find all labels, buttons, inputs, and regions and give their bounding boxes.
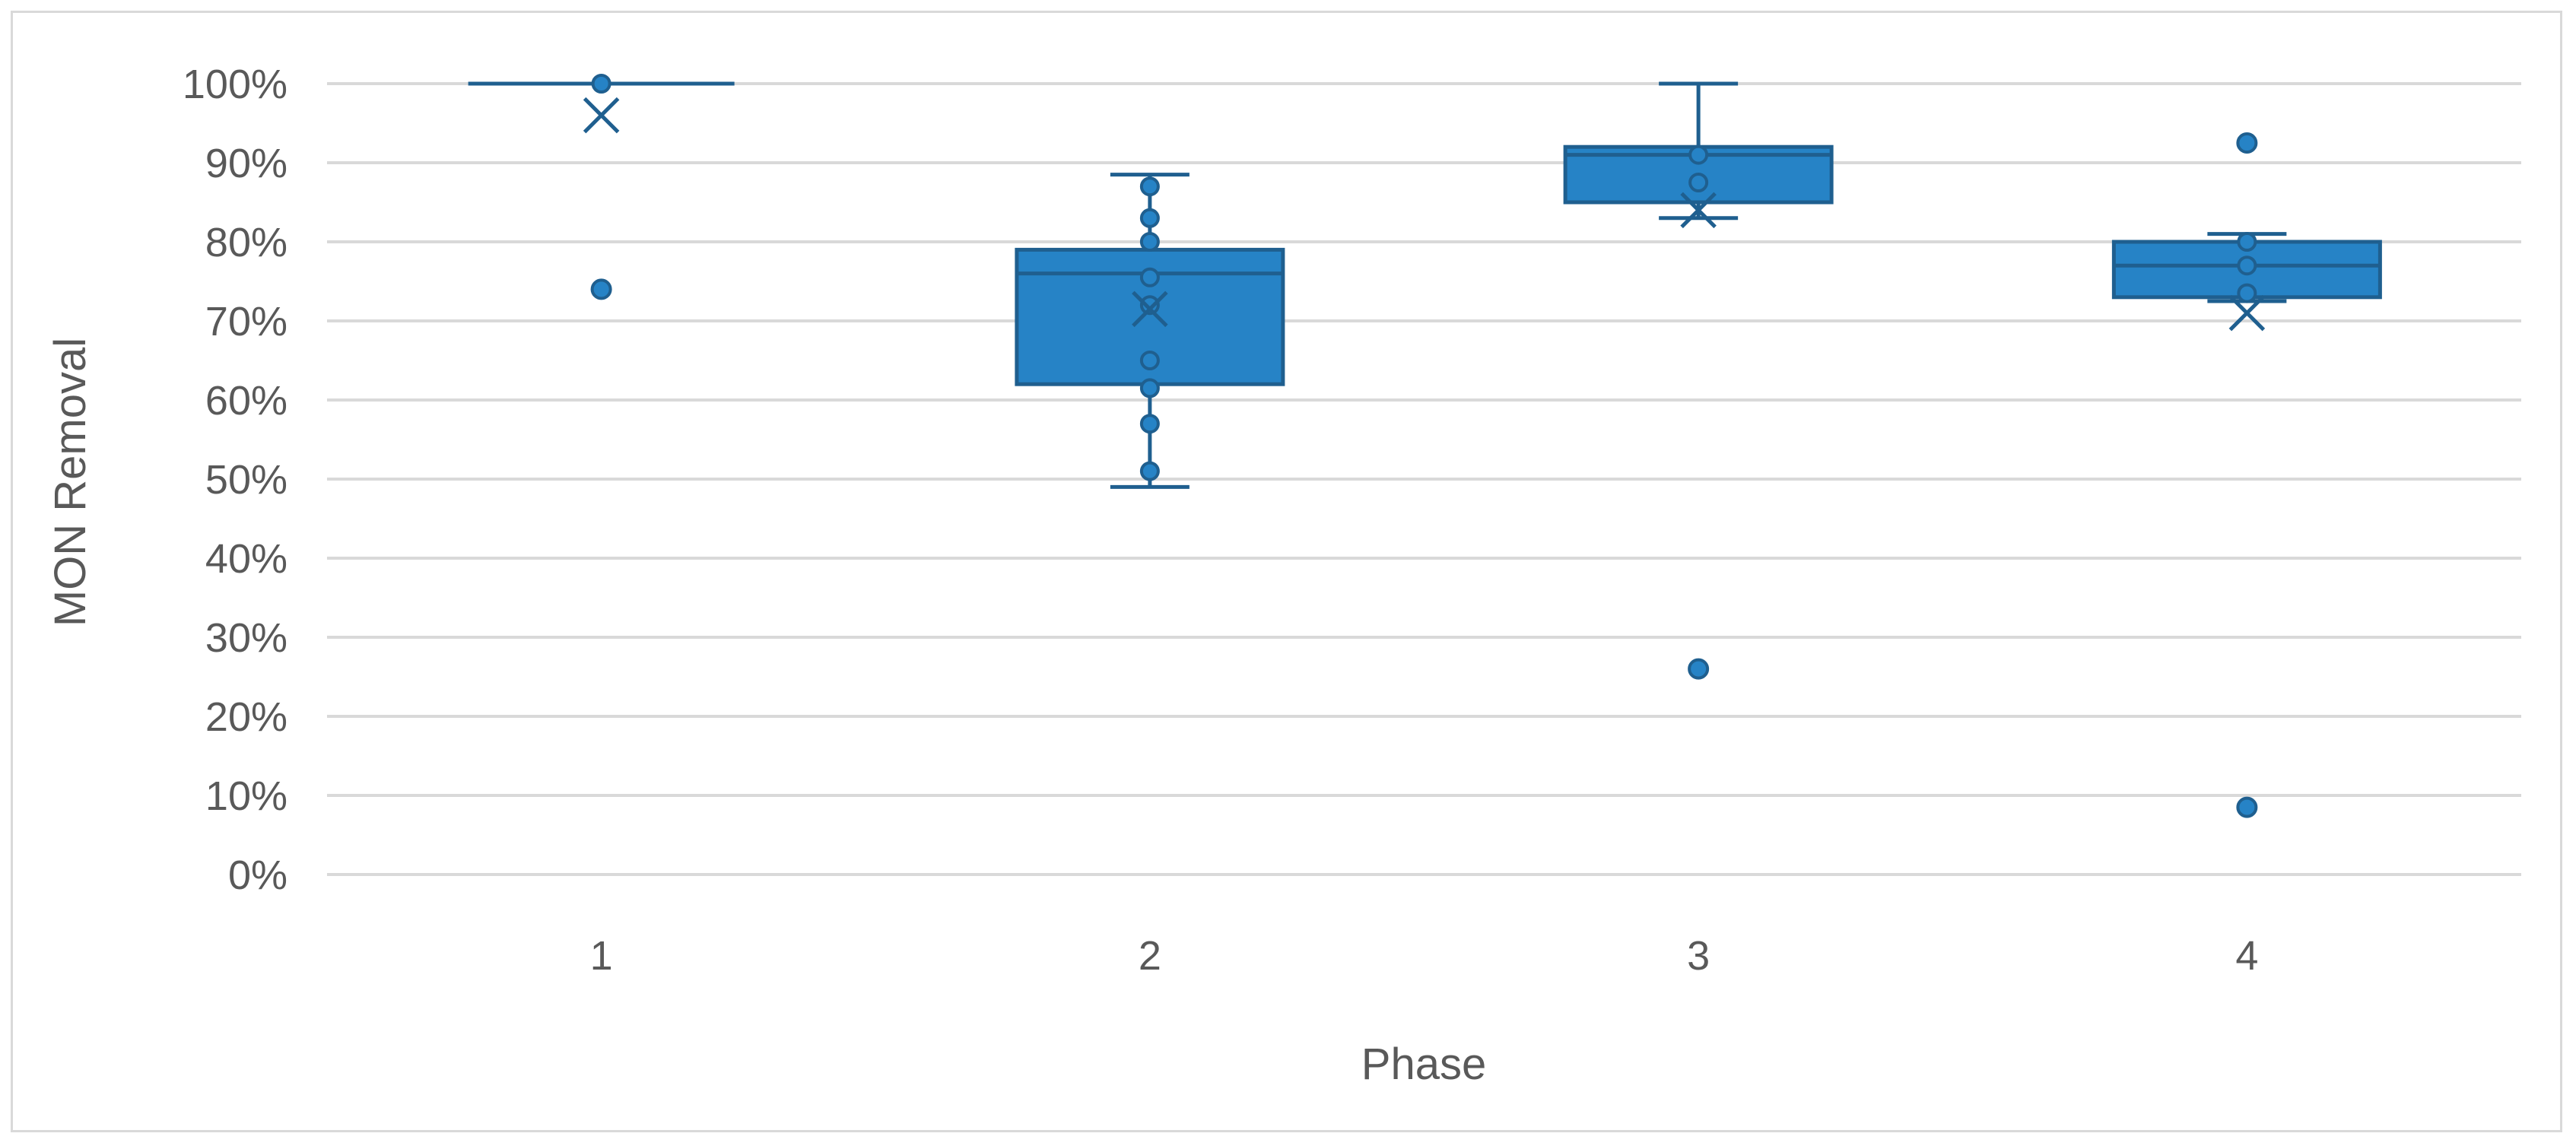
data-point xyxy=(1139,378,1160,398)
mean-marker xyxy=(583,97,620,134)
data-point xyxy=(1688,144,1709,165)
x-axis-title: Phase xyxy=(1361,1040,1486,1089)
outlier-point xyxy=(2236,132,2258,154)
data-point xyxy=(2237,283,2257,303)
mean-marker xyxy=(2228,294,2266,332)
outlier-point xyxy=(1688,658,1710,680)
data-point xyxy=(1139,351,1160,370)
box-2 xyxy=(1015,173,1285,489)
data-point xyxy=(1139,176,1160,197)
y-tick-label: 20% xyxy=(205,694,287,740)
data-point xyxy=(2237,232,2257,252)
y-tick-label: 70% xyxy=(205,299,287,344)
x-tick-label: 3 xyxy=(1687,933,1710,979)
data-point xyxy=(1139,208,1160,228)
y-tick-label: 90% xyxy=(205,141,287,186)
data-point xyxy=(1688,173,1709,192)
data-point xyxy=(2237,256,2257,276)
data-point xyxy=(591,74,611,94)
mean-marker-stroke xyxy=(2228,294,2266,332)
y-tick-label: 10% xyxy=(205,773,287,819)
y-tick-label: 60% xyxy=(205,378,287,424)
data-point xyxy=(1139,267,1160,287)
mean-marker-stroke xyxy=(1132,290,1168,328)
x-tick-label: 4 xyxy=(2235,933,2258,979)
box-series xyxy=(468,74,2382,818)
y-tick-label: 0% xyxy=(228,852,287,898)
x-axis-tick-labels: 1 2 3 4 xyxy=(590,933,2259,979)
mean-marker-stroke xyxy=(583,97,620,134)
y-tick-label: 30% xyxy=(205,615,287,661)
y-axis-tick-labels: 0% 10% 20% 30% 40% 50% 60% 70% 80% 90% 100% xyxy=(183,62,287,898)
box-4 xyxy=(2111,132,2382,818)
box-3 xyxy=(1563,81,1834,680)
y-tick-label: 40% xyxy=(205,536,287,582)
box-1 xyxy=(468,74,735,300)
y-tick-label: 80% xyxy=(205,220,287,265)
mean-marker xyxy=(1680,192,1717,229)
outlier-point xyxy=(590,278,612,300)
x-tick-label: 1 xyxy=(590,933,613,979)
y-axis-title: MON Removal xyxy=(46,338,95,627)
x-tick-label: 2 xyxy=(1139,933,1161,979)
y-tick-label: 100% xyxy=(183,62,287,107)
gridlines xyxy=(327,82,2521,876)
mean-marker xyxy=(1132,290,1168,328)
chart-frame xyxy=(11,11,2562,1132)
mean-marker-stroke xyxy=(1680,192,1717,229)
data-point xyxy=(1139,461,1160,481)
outlier-point xyxy=(2236,796,2258,818)
data-point xyxy=(1139,414,1160,434)
data-point xyxy=(1139,295,1160,316)
data-point xyxy=(1139,232,1160,252)
y-tick-label: 50% xyxy=(205,457,287,503)
